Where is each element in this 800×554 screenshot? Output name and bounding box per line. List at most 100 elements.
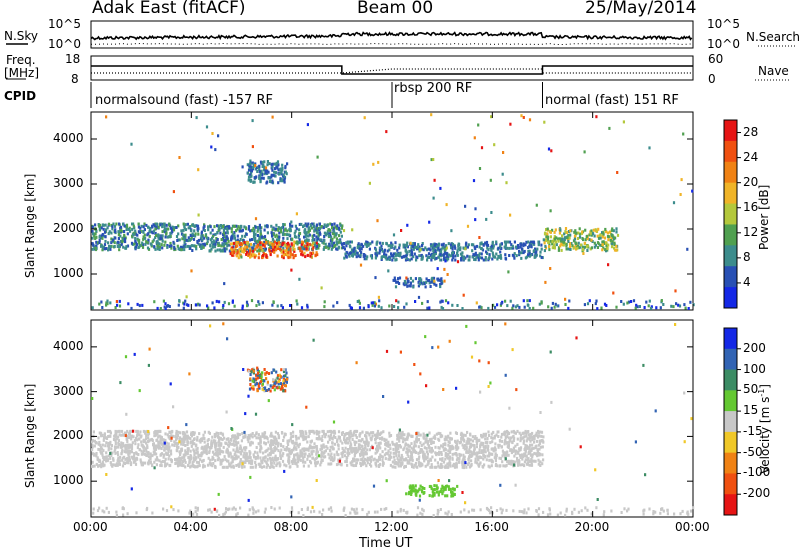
velocity-cell <box>166 462 169 466</box>
velocity-cell <box>295 461 298 465</box>
power-cell <box>659 306 662 310</box>
velocity-cell <box>115 462 119 466</box>
power-cell <box>192 244 196 248</box>
power-cell <box>197 213 200 217</box>
power-cell <box>406 245 409 249</box>
velocity-cell <box>539 460 542 464</box>
velocity-cell <box>270 448 273 452</box>
velocity-cell <box>127 461 130 465</box>
velocity-cell <box>369 436 372 440</box>
velocity-cell <box>482 445 485 449</box>
power-cell <box>568 299 571 303</box>
velocity-cell <box>371 434 374 438</box>
velocity-cell <box>478 462 481 466</box>
power-cell <box>153 245 156 249</box>
velocity-cell <box>289 452 292 456</box>
velocity-cell <box>504 438 507 442</box>
power-cell <box>165 231 168 235</box>
power-cell <box>335 226 338 230</box>
velocity-cell <box>142 461 145 465</box>
velocity-cell <box>156 458 159 462</box>
power-cell <box>430 113 433 117</box>
velocity-cell <box>151 463 154 467</box>
velocity-cell <box>341 453 344 457</box>
velocity-cell <box>437 431 440 435</box>
power-cell <box>315 251 318 255</box>
velocity-cell <box>306 440 309 444</box>
velocity-cell <box>311 446 314 450</box>
power-cell <box>545 228 548 231</box>
velocity-cell <box>366 448 369 452</box>
power-cell <box>484 241 487 245</box>
velocity-cell <box>466 462 469 466</box>
velocity-cell <box>168 430 171 434</box>
power-cell <box>602 231 605 235</box>
power-cell <box>127 302 130 306</box>
power-cell <box>253 253 256 257</box>
power-cell <box>486 243 490 247</box>
velocity-cell <box>528 438 531 441</box>
power-cell <box>142 235 145 239</box>
power-cell <box>372 162 375 166</box>
power-cell <box>295 299 298 303</box>
velocity-cell <box>143 452 147 456</box>
velocity-cell <box>297 460 300 464</box>
power-cell <box>161 239 164 243</box>
power-cell <box>482 258 485 262</box>
velocity-cell <box>170 459 173 463</box>
power-cell <box>326 223 329 227</box>
power-cell <box>180 229 183 233</box>
power-cell <box>323 245 326 249</box>
power-cell <box>406 223 409 227</box>
power-cell <box>268 242 271 246</box>
velocity-cell <box>412 450 415 454</box>
velocity-cell <box>257 436 260 440</box>
power-cell <box>256 229 259 233</box>
power-cell <box>247 227 250 231</box>
power-cell <box>528 307 531 310</box>
power-cell <box>402 243 405 247</box>
power-cell <box>277 163 280 167</box>
velocity-cell <box>389 451 392 455</box>
power-cell <box>173 242 176 246</box>
velocity-cell <box>395 443 398 447</box>
power-cell <box>395 280 398 284</box>
power-cell <box>632 299 636 303</box>
velocity-cell <box>386 451 389 455</box>
power-cell <box>254 162 257 166</box>
power-cell <box>374 276 377 280</box>
velocity-cell <box>351 438 354 441</box>
velocity-cell <box>294 446 297 450</box>
power-cell <box>283 178 286 182</box>
velocity-cell <box>122 442 125 446</box>
velocity-cell <box>350 443 353 447</box>
velocity-cell <box>181 460 184 463</box>
power-cell <box>283 241 286 245</box>
power-cell <box>187 244 190 248</box>
velocity-cell <box>435 452 438 456</box>
velocity-cell <box>423 446 426 450</box>
velocity-cell <box>263 433 266 437</box>
power-cell <box>223 247 226 251</box>
power-cell <box>295 212 298 216</box>
power-colorbar-segment <box>724 245 737 267</box>
velocity-cell <box>190 434 193 438</box>
velocity-cell <box>534 459 537 463</box>
velocity-cell <box>320 444 323 448</box>
velocity-cell <box>246 459 249 463</box>
velocity-cell <box>339 439 342 443</box>
velocity-cell <box>430 446 433 450</box>
velocity-cell <box>322 444 325 448</box>
power-cell <box>334 243 337 247</box>
power-cell <box>341 246 345 250</box>
power-cell <box>277 227 280 231</box>
velocity-cell <box>318 430 321 434</box>
power-cell <box>224 225 227 229</box>
velocity-cell <box>510 430 513 434</box>
velocity-cell <box>287 458 290 462</box>
power-cell <box>138 239 141 242</box>
power-cell <box>568 242 572 245</box>
velocity-cell <box>255 431 258 435</box>
velocity-cell <box>406 461 409 465</box>
velocity-cell <box>250 461 254 465</box>
